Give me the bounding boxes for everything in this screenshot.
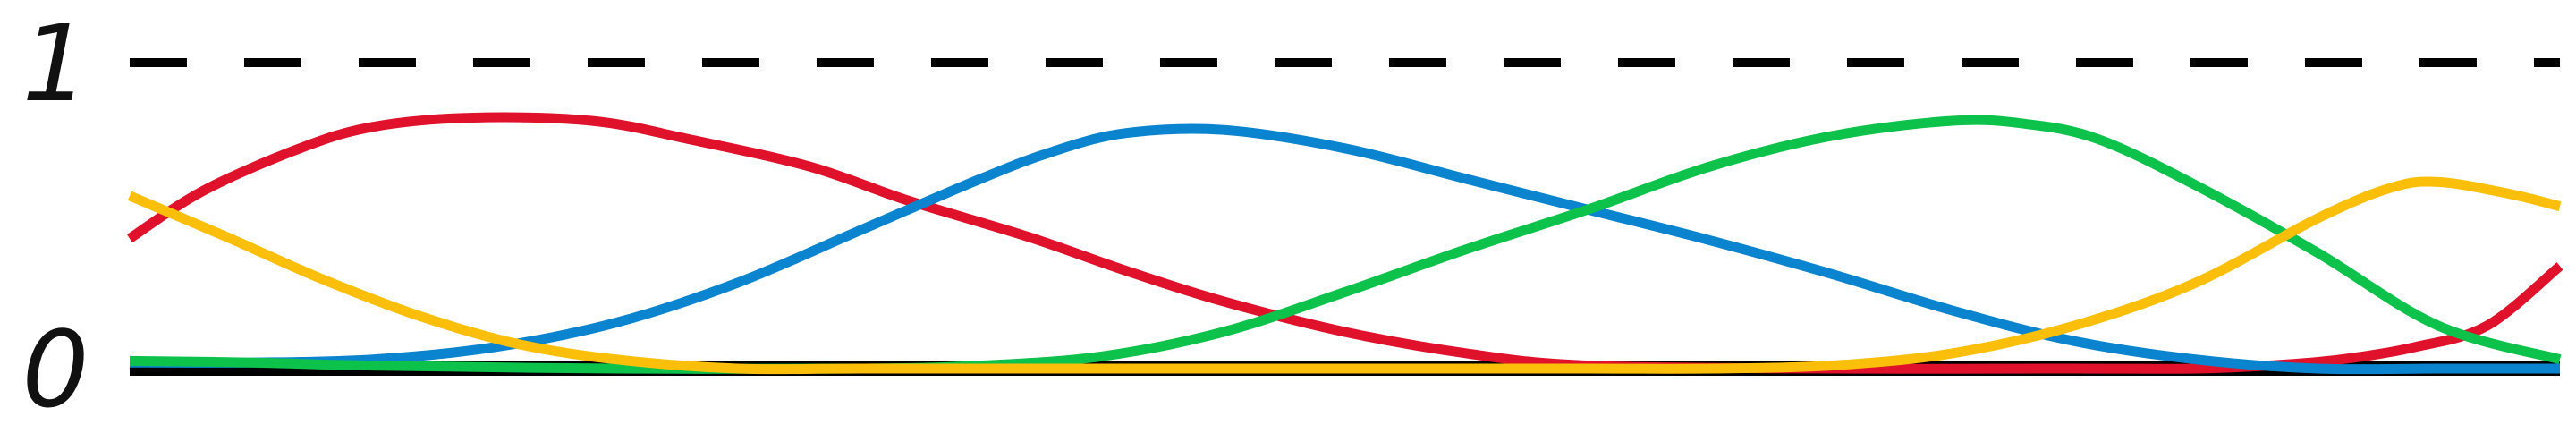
- axes-layer: [130, 58, 2560, 376]
- y-tick-label-1: 1: [21, 2, 89, 125]
- series-line-4: [127, 176, 2562, 375]
- series-line-1: [126, 112, 2563, 374]
- series-layer: [126, 112, 2563, 375]
- y-tick-label-0: 0: [21, 308, 89, 425]
- labels-layer: 01: [21, 2, 89, 425]
- series-line-3: [129, 115, 2562, 374]
- series-line-2: [129, 123, 2560, 375]
